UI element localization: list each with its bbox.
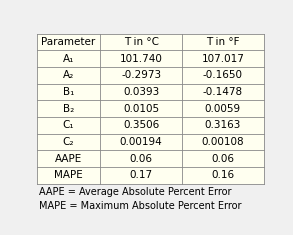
Text: 0.3506: 0.3506 [123, 120, 159, 130]
Text: 0.06: 0.06 [211, 154, 234, 164]
Text: 0.16: 0.16 [211, 170, 234, 180]
Text: 0.00194: 0.00194 [120, 137, 162, 147]
Text: 0.0105: 0.0105 [123, 104, 159, 114]
Text: 0.00108: 0.00108 [202, 137, 244, 147]
Text: A₁: A₁ [63, 54, 74, 64]
Text: -0.1650: -0.1650 [203, 70, 243, 80]
Text: C₁: C₁ [63, 120, 74, 130]
Text: -0.2973: -0.2973 [121, 70, 161, 80]
Text: 0.0393: 0.0393 [123, 87, 159, 97]
Text: Parameter: Parameter [41, 37, 96, 47]
Text: A₂: A₂ [63, 70, 74, 80]
Text: 107.017: 107.017 [201, 54, 244, 64]
Text: 0.17: 0.17 [130, 170, 153, 180]
Text: 101.740: 101.740 [120, 54, 163, 64]
Text: 0.06: 0.06 [130, 154, 153, 164]
Text: MAPE: MAPE [54, 170, 83, 180]
Text: AAPE = Average Absolute Percent Error: AAPE = Average Absolute Percent Error [39, 188, 231, 197]
Text: AAPE: AAPE [55, 154, 82, 164]
Text: B₁: B₁ [63, 87, 74, 97]
Text: MAPE = Maximum Absolute Percent Error: MAPE = Maximum Absolute Percent Error [39, 201, 241, 211]
Text: B₂: B₂ [63, 104, 74, 114]
Text: -0.1478: -0.1478 [203, 87, 243, 97]
Text: 0.3163: 0.3163 [205, 120, 241, 130]
Text: 0.0059: 0.0059 [205, 104, 241, 114]
Text: T in °C: T in °C [124, 37, 159, 47]
Text: T in °F: T in °F [206, 37, 240, 47]
Text: C₂: C₂ [63, 137, 74, 147]
Bar [37, 34, 264, 184]
